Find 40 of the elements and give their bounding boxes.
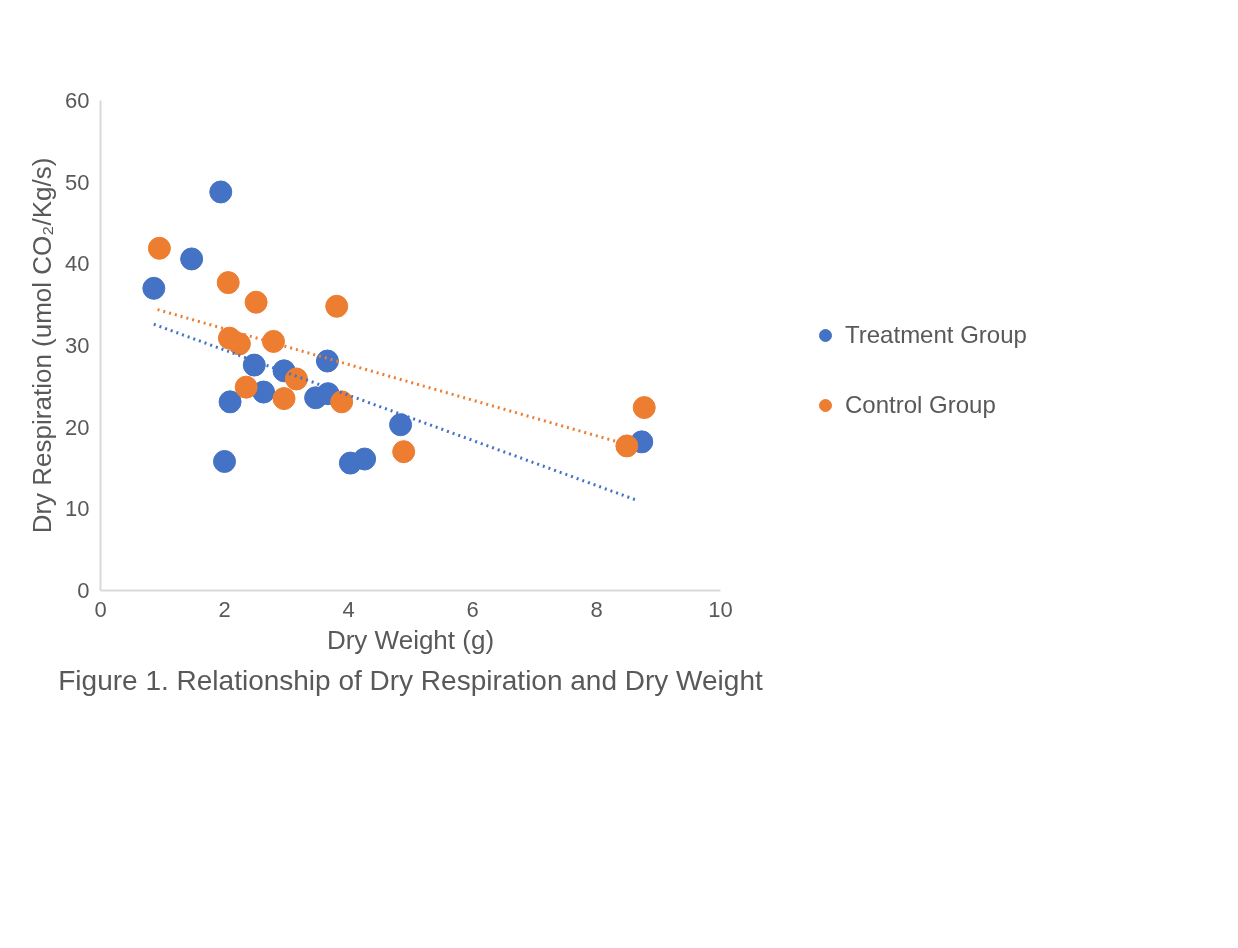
x-tick-label: 0 [94, 596, 107, 622]
y-tick-label: 30 [65, 333, 90, 358]
text: Figure 1. Relationship of Dry Respiration and Dry Weight [58, 664, 763, 696]
point [261, 329, 285, 353]
x-tick-label: 8 [590, 596, 603, 622]
point [209, 180, 233, 204]
x-tick-label: 6 [466, 596, 479, 622]
point [330, 390, 354, 414]
y-tick-label: 50 [65, 169, 90, 195]
point [272, 387, 296, 411]
y-tick-label: 20 [65, 414, 90, 440]
point [234, 375, 258, 399]
legend-label: Treatment Group [845, 321, 1027, 349]
point [180, 247, 204, 271]
x-tick-label: 2 [218, 596, 231, 622]
point [389, 413, 413, 437]
x-axis-title: Dry Weight (g) [326, 624, 495, 655]
point [216, 271, 240, 295]
point [615, 434, 639, 458]
point [142, 276, 166, 300]
point [147, 236, 171, 260]
point [244, 290, 268, 314]
point [213, 449, 236, 473]
point [632, 396, 656, 420]
point [353, 447, 377, 471]
x-tick-label: 4 [342, 596, 355, 622]
y-tick-label: 0 [77, 578, 90, 603]
point [242, 353, 266, 377]
y-axis-title: Dry Respiration (umol CO₂/Kg/s) [27, 157, 58, 534]
legend-label: Control Group [845, 391, 996, 419]
y-tick-label: 40 [65, 251, 90, 277]
point [218, 390, 242, 414]
point [392, 440, 416, 464]
x-tick-label: 10 [708, 596, 733, 622]
point [325, 294, 349, 318]
point [284, 367, 308, 391]
point [227, 332, 251, 356]
y-tick-label: 60 [65, 88, 90, 113]
point [315, 349, 339, 373]
y-tick-label: 10 [65, 496, 90, 522]
